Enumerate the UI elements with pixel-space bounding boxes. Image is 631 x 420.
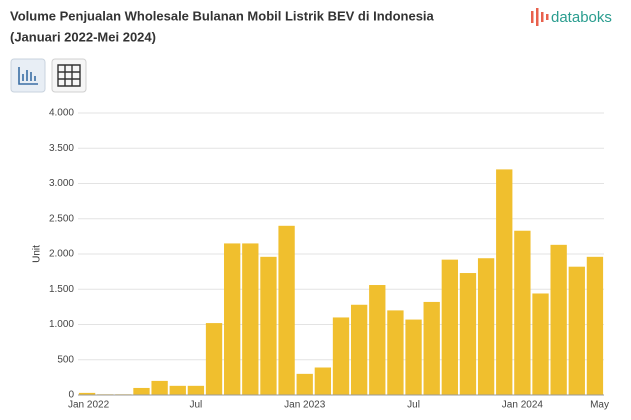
bar [441, 259, 458, 395]
x-tick-label: Jan 2023 [284, 400, 326, 411]
bar [423, 301, 440, 395]
x-tick-label: Jan 2022 [68, 400, 110, 411]
bar [260, 256, 277, 395]
bar [242, 243, 259, 395]
x-tick-label: May [590, 400, 609, 411]
y-tick-label: 500 [57, 354, 74, 365]
bar [496, 169, 513, 395]
bar [169, 385, 186, 395]
bar [532, 293, 549, 395]
y-tick-label: 4.000 [49, 108, 74, 119]
chart-view-button[interactable] [10, 58, 46, 93]
bar [350, 304, 368, 395]
bar [187, 385, 205, 395]
bar [477, 258, 495, 395]
bar [151, 380, 168, 395]
y-tick-label: 0 [68, 390, 74, 401]
bar [459, 273, 477, 395]
bar [133, 387, 150, 395]
brand-logo: databoks [531, 8, 612, 26]
bar [314, 367, 332, 395]
bar [514, 230, 531, 395]
bar [550, 244, 567, 395]
bar [78, 392, 96, 395]
bar [205, 323, 223, 395]
y-tick-label: 2.000 [49, 249, 74, 260]
bar [568, 266, 585, 395]
x-tick-label: Jan 2024 [502, 400, 544, 411]
y-tick-label: 3.500 [49, 143, 74, 154]
table-view-button[interactable] [51, 58, 87, 93]
x-tick-label: Jul [407, 400, 420, 411]
y-tick-label: 2.500 [49, 213, 74, 224]
y-tick-label: 3.000 [49, 178, 74, 189]
bar [296, 373, 313, 395]
bar [405, 319, 422, 395]
bar [224, 243, 241, 395]
y-axis-label: Unit [32, 245, 43, 263]
brand-name: databoks [551, 9, 612, 26]
bar [586, 256, 604, 395]
bar [278, 225, 295, 395]
y-tick-label: 1.500 [49, 284, 74, 295]
x-tick-label: Jul [189, 400, 202, 411]
chart-title: Volume Penjualan Wholesale Bulanan Mobil… [10, 8, 435, 23]
bar [369, 285, 386, 395]
bar [387, 310, 404, 395]
bar [332, 317, 350, 395]
y-tick-label: 1.000 [49, 319, 74, 330]
chart-subtitle: (Januari 2022-Mei 2024) [10, 29, 156, 44]
